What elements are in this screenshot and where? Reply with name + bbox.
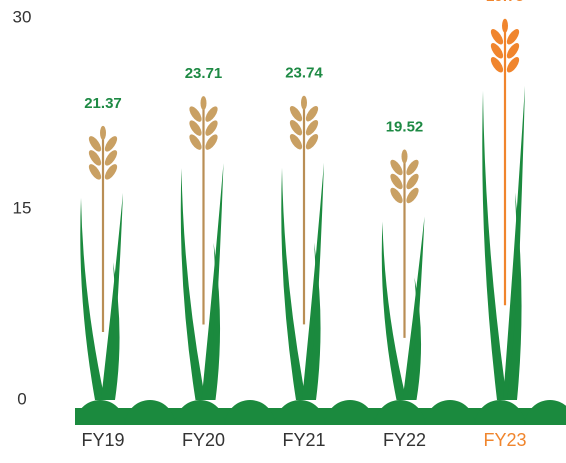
grain xyxy=(406,173,419,190)
grain xyxy=(502,18,508,33)
grain xyxy=(289,105,303,122)
plant xyxy=(80,125,123,400)
grain xyxy=(390,159,403,176)
ground-dome xyxy=(225,400,275,425)
value-label: 23.74 xyxy=(285,65,323,82)
grain xyxy=(205,106,218,122)
grain xyxy=(205,120,218,136)
ground-dome xyxy=(475,400,525,425)
y-tick-label: 30 xyxy=(13,7,32,26)
grain xyxy=(305,119,319,136)
grain xyxy=(104,136,118,152)
leaf xyxy=(381,221,407,400)
grain xyxy=(390,173,403,190)
y-tick-label: 0 xyxy=(17,389,26,408)
grain xyxy=(301,95,307,110)
grain xyxy=(189,106,202,122)
grain xyxy=(406,159,419,176)
grain xyxy=(104,164,118,180)
grain xyxy=(506,29,520,45)
grain xyxy=(305,105,319,122)
grain xyxy=(490,43,504,59)
ground xyxy=(75,400,566,425)
ground-dome xyxy=(425,400,475,425)
grain xyxy=(88,164,102,180)
leaf xyxy=(105,262,120,400)
value-label: 29.78 xyxy=(486,0,524,5)
ground-dome xyxy=(275,400,325,425)
plant xyxy=(381,149,425,400)
plant xyxy=(482,18,525,400)
x-tick-label: FY21 xyxy=(282,430,325,450)
y-tick-label: 15 xyxy=(13,198,32,217)
grain xyxy=(289,119,303,136)
leaf xyxy=(306,242,321,400)
x-tick-label: FY20 xyxy=(182,430,225,450)
value-label: 23.71 xyxy=(185,65,223,82)
x-tick-label: FY22 xyxy=(383,430,426,450)
leaf xyxy=(180,168,206,400)
grain xyxy=(189,134,202,150)
grain xyxy=(506,57,520,73)
leaf xyxy=(205,242,221,400)
grain xyxy=(506,43,520,59)
ground-dome xyxy=(75,400,125,425)
grain xyxy=(104,150,118,166)
grain xyxy=(289,133,303,150)
grain xyxy=(189,120,202,136)
ground-dome xyxy=(125,400,175,425)
grain xyxy=(200,96,207,111)
leaf xyxy=(507,192,522,400)
leaf xyxy=(482,90,507,400)
leaf xyxy=(281,167,306,400)
x-tick-label: FY23 xyxy=(483,430,526,450)
grain xyxy=(406,187,419,204)
ground-dome xyxy=(325,400,375,425)
grain xyxy=(305,133,319,150)
grain xyxy=(401,149,408,164)
ground-dome xyxy=(525,400,566,425)
value-label: 21.37 xyxy=(84,95,122,112)
grain xyxy=(490,29,504,45)
plant xyxy=(281,95,324,400)
ground-dome xyxy=(175,400,225,425)
value-label: 19.52 xyxy=(386,118,424,135)
plant xyxy=(180,96,224,400)
grain xyxy=(100,125,106,140)
grain xyxy=(490,57,504,73)
ground-dome xyxy=(375,400,425,425)
grain xyxy=(390,187,403,204)
grain xyxy=(88,136,102,152)
x-tick-label: FY19 xyxy=(81,430,124,450)
grain xyxy=(88,150,102,166)
leaf xyxy=(406,277,422,400)
grain xyxy=(205,134,218,150)
leaf xyxy=(80,197,105,400)
